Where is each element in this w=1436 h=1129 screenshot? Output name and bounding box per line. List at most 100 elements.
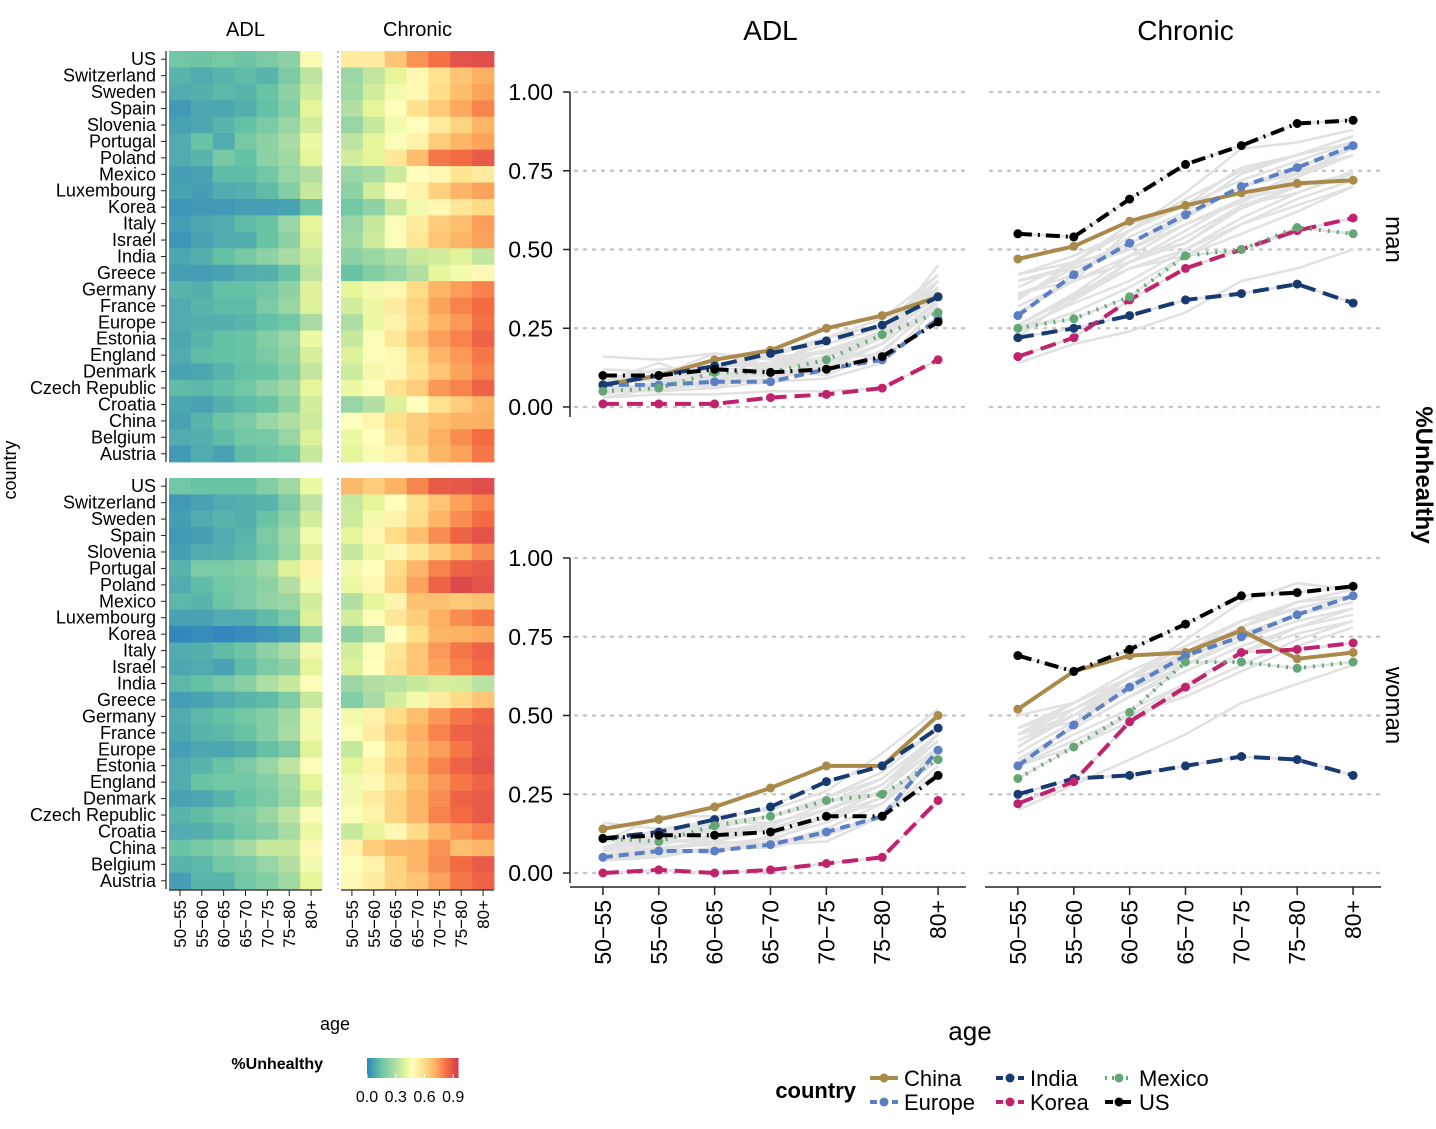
series-point-india	[766, 348, 775, 358]
series-point-europe	[1069, 270, 1079, 280]
heatmap-cell	[278, 856, 301, 873]
heatmap-cell	[256, 100, 279, 118]
heatmap-cell	[300, 297, 323, 315]
series-point-europe	[1125, 238, 1135, 248]
heatmap-cell	[212, 330, 235, 348]
heatmap-cell	[234, 346, 257, 364]
heatmap-cell	[256, 806, 279, 824]
heatmap-cell	[406, 231, 429, 249]
legend-label-us: US	[1139, 1090, 1170, 1115]
heatmap-cell	[362, 856, 386, 873]
heatmap-cell	[341, 724, 364, 742]
heatmap-cell	[384, 642, 407, 660]
heatmap-cell	[428, 182, 451, 200]
series-point-china	[1348, 648, 1358, 657]
series-point-us	[1181, 159, 1190, 169]
heatmap-cell	[256, 642, 279, 660]
heatmap-country-label: Italy	[123, 214, 156, 234]
heatmap-country-label: Spain	[110, 526, 156, 546]
heatmap-cell	[406, 790, 429, 808]
heatmap-cell	[428, 691, 451, 709]
heatmap-cell	[212, 806, 235, 824]
heatmap-cell	[428, 133, 451, 151]
heatmap-cell	[384, 314, 407, 331]
heatmap-cell	[406, 51, 429, 68]
heatmap-cell	[406, 527, 429, 545]
heatmap-cell	[234, 133, 257, 151]
line-y-tick-label: 0.75	[508, 158, 553, 184]
heatmap-cell	[362, 67, 386, 85]
series-point-mexico	[1069, 742, 1079, 752]
heatmap-cell	[234, 297, 257, 315]
heatmap-country-label: Mexico	[99, 164, 156, 184]
heatmap-cell	[234, 264, 257, 282]
heatmap-cell	[169, 445, 192, 463]
heatmap-country-label: Croatia	[98, 394, 157, 414]
series-point-china	[1069, 241, 1079, 251]
series-point-korea	[877, 383, 887, 393]
heatmap-cell	[341, 823, 364, 841]
heatmap-cell	[212, 872, 235, 890]
line-y-tick-label: 1.00	[508, 545, 553, 571]
series-point-mexico	[1236, 245, 1246, 254]
heatmap-cell	[428, 116, 451, 134]
heatmap-cell	[450, 231, 473, 249]
heatmap-cell	[169, 576, 192, 594]
heatmap-cell	[234, 248, 257, 266]
heatmap-cell	[256, 166, 279, 183]
heatmap-cell	[406, 741, 429, 758]
heatmap-cell	[300, 806, 323, 824]
heatmap-cell	[341, 330, 364, 348]
heatmap-cell	[450, 363, 473, 381]
heatmap-cell	[472, 510, 495, 528]
heatmap-cell	[212, 314, 235, 331]
heatmap-cell	[472, 658, 495, 676]
series-point-india	[821, 777, 831, 787]
heatmap-cell	[384, 215, 407, 233]
heatmap-cell	[300, 724, 323, 742]
heatmap-cell	[190, 872, 214, 890]
heatmap-panel-title-chronic: Chronic	[383, 19, 452, 41]
colorbar-segment	[456, 1058, 459, 1078]
heatmap-cell	[341, 658, 364, 676]
heatmap-cell	[278, 872, 301, 890]
heatmap-cell	[256, 510, 279, 528]
heatmap-cell	[190, 149, 214, 167]
series-point-china	[598, 824, 608, 834]
series-point-europe	[1236, 632, 1246, 642]
heatmap-cell	[169, 379, 192, 397]
legend-key-india	[996, 1073, 1024, 1083]
heatmap-country-label: Portugal	[89, 131, 156, 151]
heatmap-country-label: Estonia	[96, 329, 157, 349]
legend-key-point	[879, 1097, 889, 1107]
heatmap-cell	[450, 166, 473, 183]
series-point-us	[1236, 141, 1246, 151]
line-x-tick-label: 65−70	[758, 900, 784, 965]
series-point-china	[710, 802, 720, 812]
heatmap-cell	[384, 198, 407, 216]
heatmap-cell	[384, 872, 407, 890]
series-point-europe	[654, 846, 664, 856]
line-y-tick-label: 0.00	[508, 860, 553, 886]
heatmap-cell	[256, 363, 279, 381]
heatmap-age-label: 50−55	[343, 900, 362, 948]
heatmap-cell	[406, 642, 429, 660]
heatmap-cell	[234, 330, 257, 348]
heatmap-age-label: 50−55	[171, 900, 190, 948]
heatmap-cell	[278, 297, 301, 315]
heatmap-cell	[300, 215, 323, 233]
heatmap-cell	[362, 445, 386, 463]
heatmap-cell	[169, 642, 192, 660]
heatmap-cell	[190, 379, 214, 397]
background-country-line	[1017, 153, 1354, 314]
series-point-us	[1181, 619, 1190, 629]
heatmap-cell	[406, 478, 429, 495]
heatmap-cell	[278, 642, 301, 660]
heatmap-cell	[362, 231, 386, 249]
heatmap-cell	[190, 527, 214, 545]
colorbar-segment	[433, 1058, 436, 1078]
heatmap-cell	[384, 264, 407, 282]
legend-key-korea	[996, 1097, 1024, 1107]
heatmap-cell	[362, 872, 386, 890]
heatmap-cell	[278, 757, 301, 775]
